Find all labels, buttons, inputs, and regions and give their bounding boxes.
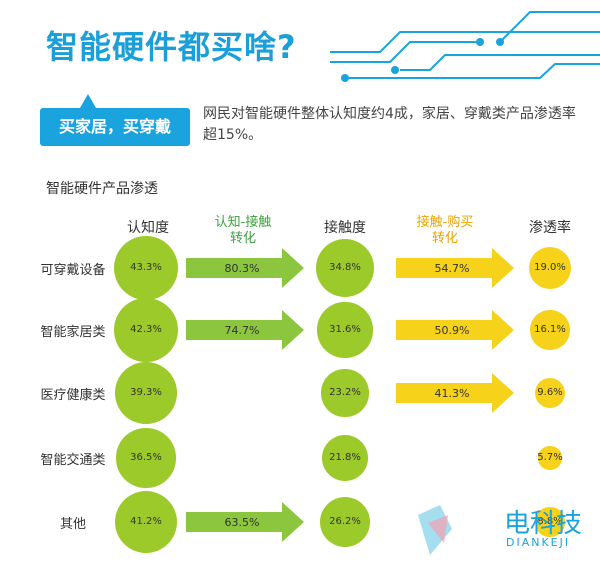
awareness-circle: 42.3% (114, 298, 178, 362)
conv2-arrow-value: 41.3% (435, 387, 470, 400)
awareness-circle: 39.3% (115, 362, 177, 424)
contact-circle: 34.8% (316, 239, 374, 297)
conv2-arrow-shape (396, 248, 514, 288)
contact-circle: 21.8% (322, 435, 368, 481)
awareness-circle-value: 36.5% (130, 452, 162, 464)
awareness-circle-value: 43.3% (130, 262, 162, 274)
conv2-arrow: 54.7% (396, 248, 514, 288)
penetration-circle-value: 8.8% (537, 516, 563, 528)
header-conv1-line1: 认知-接触 (214, 215, 272, 230)
header-conv1: 认知-接触 转化 (198, 215, 288, 247)
contact-circle-value: 31.6% (329, 324, 361, 336)
penetration-circle: 8.8% (535, 507, 565, 537)
penetration-circle: 9.6% (534, 377, 566, 409)
watermark-main: 电科技 (504, 509, 583, 539)
conv2-arrow-value: 54.7% (435, 262, 470, 275)
logo-mark-icon (418, 505, 452, 555)
conv1-arrow-value: 63.5% (225, 516, 260, 529)
chart-subtitle: 智能硬件产品渗透 (46, 181, 158, 197)
contact-circle-value: 23.2% (329, 387, 361, 399)
awareness-circle: 41.2% (114, 490, 178, 554)
header-conv2: 接触-购买 转化 (400, 215, 490, 247)
contact-circle-value: 34.8% (329, 262, 361, 274)
contact-circle: 31.6% (317, 302, 373, 358)
circuit-decoration (330, 11, 600, 82)
watermark-logo: 电科技 DIANKEJI (418, 503, 588, 563)
conv1-arrow-value: 80.3% (225, 262, 260, 275)
header-penetration: 渗透率 (529, 220, 571, 236)
awareness-circle: 36.5% (116, 428, 176, 488)
row-label: 医疗健康类 (40, 388, 106, 403)
contact-circle: 26.2% (319, 496, 371, 548)
conv1-arrow: 63.5% (186, 502, 304, 542)
penetration-circle: 19.0% (528, 246, 572, 290)
row-label: 智能家居类 (40, 325, 106, 340)
header-conv2-line2: 转化 (431, 231, 458, 246)
conv1-arrow: 80.3% (186, 248, 304, 288)
conv1-arrow-value: 74.7% (225, 324, 260, 337)
conv1-arrow: 74.7% (186, 310, 304, 350)
page-title: 智能硬件都买啥? (46, 28, 297, 66)
penetration-circle: 16.1% (530, 310, 570, 350)
header-conv1-line2: 转化 (229, 231, 256, 246)
contact-circle-value: 26.2% (329, 516, 361, 528)
header-contact: 接触度 (324, 220, 366, 236)
conv2-arrow: 50.9% (396, 310, 514, 350)
awareness-circle-value: 39.3% (130, 387, 162, 399)
row-label: 智能交通类 (40, 453, 106, 468)
row-label: 可穿戴设备 (40, 263, 106, 278)
header-awareness: 认知度 (127, 220, 169, 236)
highlight-tag: 买家居，买穿戴 (40, 94, 190, 146)
row-label: 其他 (59, 517, 86, 532)
penetration-circle-value: 16.1% (534, 324, 566, 336)
conv1-arrow-shape (186, 310, 304, 350)
conv2-arrow-shape (396, 373, 514, 413)
penetration-circle-value: 19.0% (534, 262, 566, 274)
conv2-arrow-shape (396, 310, 514, 350)
penetration-circle: 5.7% (537, 446, 563, 470)
watermark-sub: DIANKEJI (506, 536, 571, 549)
conv1-arrow-shape (186, 248, 304, 288)
awareness-circle: 43.3% (113, 235, 179, 301)
conv2-arrow: 41.3% (396, 373, 514, 413)
conv2-arrow-value: 50.9% (435, 324, 470, 337)
awareness-circle-value: 42.3% (130, 324, 162, 336)
penetration-circle-value: 5.7% (537, 452, 563, 464)
conv1-arrow-shape (186, 502, 304, 542)
awareness-circle-value: 41.2% (130, 516, 162, 528)
description-text: 网民对智能硬件整体认知度约4成，家居、穿戴类产品渗透率超15%。 (203, 106, 576, 143)
penetration-circle-value: 9.6% (537, 387, 563, 399)
contact-circle-value: 21.8% (329, 452, 361, 464)
header-conv2-line1: 接触-购买 (416, 215, 474, 230)
contact-circle: 23.2% (321, 369, 369, 417)
